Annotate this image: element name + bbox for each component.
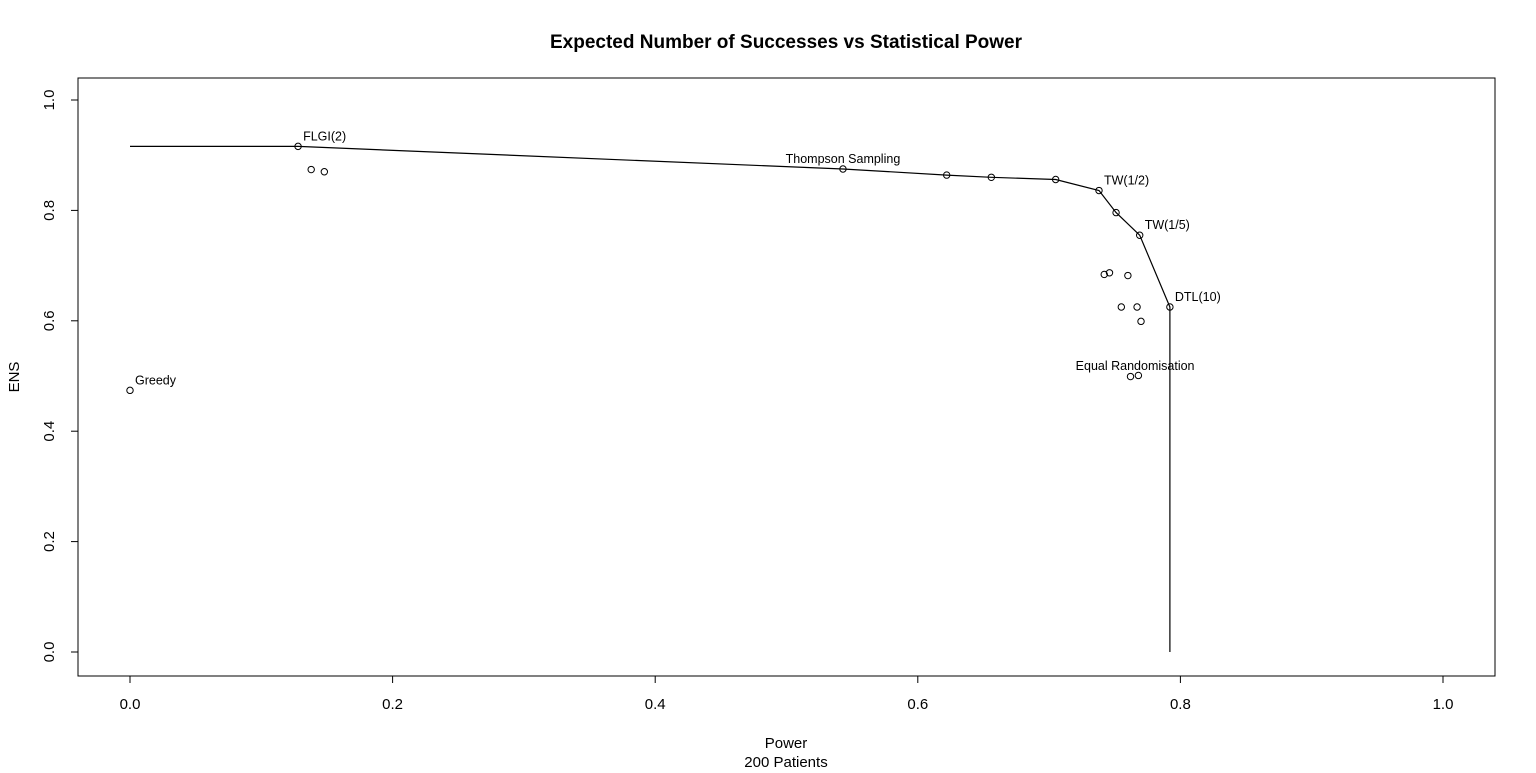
y-tick-label: 0.6 — [41, 310, 58, 331]
data-point — [1051, 175, 1060, 184]
y-tick-label: 0.0 — [41, 642, 58, 663]
data-point — [1095, 186, 1103, 195]
x-axis-label: Power — [765, 735, 808, 752]
data-point — [1134, 371, 1143, 380]
annotation-label: DTL(10) — [1175, 290, 1221, 304]
x-tick-label: 0.0 — [120, 696, 141, 713]
data-point — [1166, 303, 1174, 311]
data-point — [320, 168, 329, 176]
y-axis-label: ENS — [6, 362, 23, 393]
annotation-label: Greedy — [135, 373, 177, 387]
x-axis-sublabel: 200 Patients — [744, 754, 827, 771]
data-point — [1137, 317, 1145, 326]
x-tick-label: 0.2 — [382, 696, 403, 713]
data-points — [126, 142, 1174, 395]
data-point — [1105, 269, 1114, 277]
y-tick-label: 0.8 — [41, 200, 58, 221]
annotation-label: Equal Randomisation — [1076, 359, 1195, 373]
y-axis: 0.0 0.2 0.4 0.6 0.8 1.0 — [41, 90, 79, 663]
data-point — [987, 173, 996, 181]
data-point — [1112, 208, 1120, 217]
y-tick-label: 1.0 — [41, 90, 58, 111]
x-tick-label: 0.6 — [907, 696, 928, 713]
data-point — [1100, 270, 1108, 279]
data-point — [1133, 303, 1141, 311]
data-point — [1126, 372, 1135, 381]
data-point — [1135, 231, 1144, 239]
frontier-line — [130, 145, 1171, 652]
data-point — [1117, 303, 1126, 311]
y-tick-label: 0.2 — [41, 531, 58, 552]
x-tick-label: 1.0 — [1433, 696, 1454, 713]
chart-title: Expected Number of Successes vs Statisti… — [550, 32, 1023, 53]
data-point — [307, 165, 315, 174]
data-point — [942, 171, 951, 179]
annotation-label: TW(1/5) — [1145, 218, 1190, 232]
data-point — [126, 386, 134, 395]
point-annotations: Greedy FLGI(2) Thompson Sampling TW(1/2) TW(… — [135, 129, 1221, 387]
y-tick-label: 0.4 — [41, 421, 58, 442]
plot-border — [77, 77, 1496, 677]
annotation-label: FLGI(2) — [303, 129, 346, 143]
x-axis: 0.0 0.2 0.4 0.6 0.8 1.0 — [120, 675, 1454, 713]
annotation-label: TW(1/2) — [1104, 174, 1149, 188]
x-tick-label: 0.4 — [645, 696, 666, 713]
annotation-label: Thompson Sampling — [786, 152, 901, 166]
data-point — [1124, 271, 1132, 280]
x-tick-label: 0.8 — [1170, 696, 1191, 713]
data-point — [839, 165, 847, 173]
data-point — [294, 142, 302, 151]
